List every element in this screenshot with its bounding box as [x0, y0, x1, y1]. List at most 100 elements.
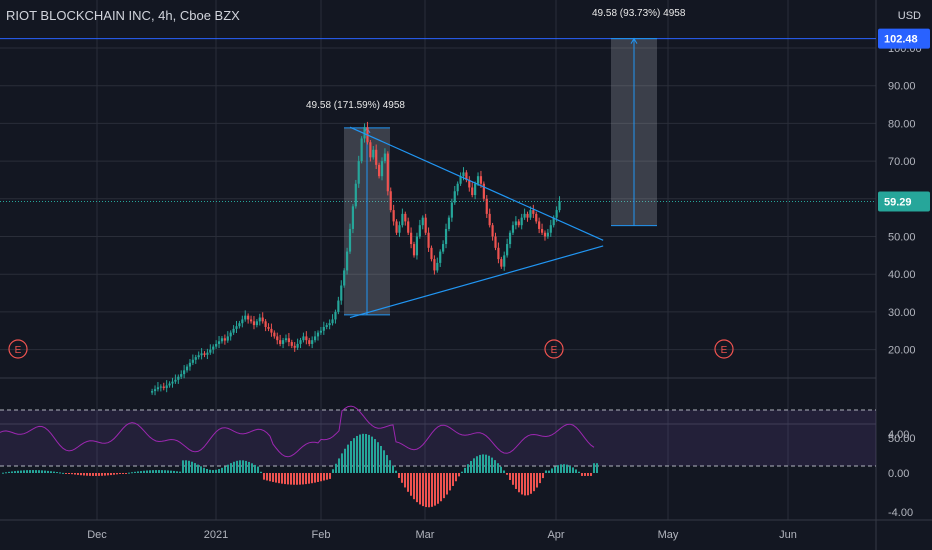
- candle: [223, 338, 226, 341]
- candle: [375, 149, 378, 165]
- histogram-bar: [77, 473, 79, 475]
- candle: [363, 127, 366, 139]
- histogram-bar: [26, 470, 28, 473]
- candle: [287, 338, 290, 343]
- histogram-bar: [155, 470, 157, 473]
- triangle-trendlines[interactable]: [349, 126, 604, 319]
- candle: [238, 323, 241, 327]
- candle: [197, 355, 200, 358]
- histogram-bar: [29, 470, 31, 473]
- histogram-bar: [65, 473, 67, 474]
- histogram-bar: [437, 473, 439, 504]
- histogram-bar: [335, 463, 337, 473]
- histogram-bar: [158, 470, 160, 473]
- histogram-bar: [5, 472, 7, 474]
- candle: [159, 386, 162, 388]
- time-tick-label: Apr: [547, 529, 564, 541]
- candle: [520, 217, 523, 226]
- histogram-bar: [41, 470, 43, 473]
- time-tick-label: Jun: [779, 529, 797, 541]
- histogram-tick-label: 4.00: [888, 429, 909, 441]
- histogram-bar: [131, 472, 133, 474]
- candle: [194, 357, 197, 360]
- histogram-bar: [389, 460, 391, 473]
- histogram-bar: [197, 464, 199, 473]
- current-price-badge-label: 59.29: [884, 196, 912, 208]
- histogram-bar: [68, 473, 70, 474]
- histogram-bar: [233, 461, 235, 473]
- measure-boxes[interactable]: [344, 37, 657, 316]
- candle: [392, 210, 395, 222]
- histogram-bar: [17, 470, 19, 473]
- histogram-bar: [20, 470, 22, 473]
- candle: [526, 213, 529, 218]
- histogram-bar: [386, 455, 388, 473]
- candle: [331, 319, 334, 324]
- histogram-bar: [428, 473, 430, 508]
- chart-title: RIOT BLOCKCHAIN INC, 4h, Cboe BZX: [6, 8, 240, 23]
- histogram-bar: [164, 470, 166, 473]
- candle: [244, 315, 247, 320]
- histogram-bar: [107, 473, 109, 476]
- histogram-bar: [497, 463, 499, 473]
- currency-label[interactable]: USD: [894, 9, 924, 23]
- histogram-bar: [266, 473, 268, 481]
- histogram-bar: [182, 460, 184, 473]
- candle: [476, 176, 480, 184]
- histogram-bar: [449, 473, 451, 491]
- candle: [442, 244, 445, 252]
- histogram-bar: [305, 473, 307, 485]
- histogram-bar: [533, 473, 535, 492]
- histogram-bar: [227, 464, 229, 473]
- histogram-bar: [260, 471, 262, 473]
- histogram-bar: [287, 473, 289, 485]
- candle: [334, 311, 337, 320]
- candle: [494, 236, 497, 248]
- candle: [418, 225, 421, 237]
- candle: [552, 217, 555, 226]
- histogram-bar: [149, 470, 151, 473]
- histogram-bar: [374, 439, 376, 473]
- candle: [293, 345, 296, 348]
- candle: [261, 317, 264, 322]
- candle: [415, 236, 419, 256]
- candle: [209, 349, 212, 353]
- histogram-bar: [194, 463, 196, 473]
- histogram-bar: [347, 444, 349, 473]
- histogram-bar: [44, 470, 46, 473]
- histogram-bar: [215, 469, 217, 473]
- histogram-bar: [311, 473, 313, 484]
- histogram-bar: [524, 473, 526, 496]
- price-tick-label: 80.00: [888, 118, 916, 130]
- price-tick-label: 20.00: [888, 345, 916, 357]
- histogram-bar: [527, 473, 529, 496]
- candle: [456, 183, 459, 192]
- histogram-bar: [407, 473, 409, 492]
- histogram-bar: [461, 471, 463, 473]
- candle: [546, 232, 549, 237]
- histogram-bar: [62, 472, 64, 474]
- candle: [252, 321, 256, 326]
- histogram-bar: [278, 473, 280, 484]
- candle: [372, 149, 375, 158]
- candle: [276, 336, 279, 341]
- histogram-bar: [440, 473, 442, 502]
- candle: [264, 321, 267, 327]
- candle: [284, 338, 288, 341]
- histogram-bar: [167, 470, 169, 473]
- candle: [389, 191, 392, 211]
- candle: [156, 387, 160, 390]
- histogram-bar: [56, 472, 58, 474]
- histogram-bar: [74, 473, 76, 475]
- candle: [200, 353, 203, 356]
- histogram-bar: [509, 473, 511, 480]
- earnings-marker: [544, 339, 564, 359]
- time-tick-label: Feb: [312, 529, 331, 541]
- histogram-bar: [11, 471, 13, 473]
- histogram-bar: [296, 473, 298, 485]
- candle: [532, 210, 535, 214]
- candle: [538, 221, 541, 229]
